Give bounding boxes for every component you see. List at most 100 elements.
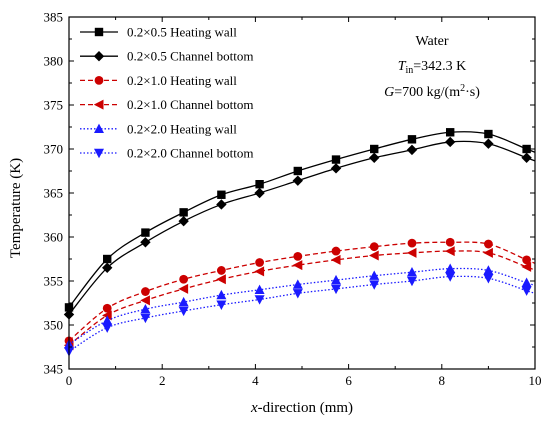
- data-point: [254, 295, 265, 305]
- y-tick-label: 385: [44, 10, 64, 25]
- data-point: [293, 251, 303, 261]
- data-point: [444, 246, 455, 257]
- data-point: [254, 187, 265, 199]
- legend-item: 0.2×1.0 Heating wall: [80, 73, 237, 88]
- data-point: [445, 263, 456, 273]
- data-point: [370, 144, 379, 154]
- data-point: [483, 274, 494, 284]
- legend-label: 0.2×0.5 Channel bottom: [127, 49, 254, 64]
- legend-marker: [94, 148, 104, 159]
- legend-marker: [94, 27, 104, 37]
- data-point: [255, 180, 264, 189]
- data-point: [406, 144, 418, 156]
- data-point: [178, 306, 189, 317]
- data-point: [141, 287, 150, 296]
- data-point: [216, 274, 226, 285]
- data-point: [521, 277, 532, 287]
- legend-item: 0.2×1.0 Channel bottom: [80, 97, 254, 112]
- series-line: [68, 275, 536, 352]
- data-point: [178, 215, 189, 227]
- series-line: [68, 267, 536, 345]
- data-point: [102, 310, 112, 321]
- data-point: [178, 283, 189, 294]
- data-point: [406, 276, 417, 287]
- data-point: [217, 190, 226, 199]
- data-point: [141, 228, 150, 237]
- y-axis-title: Temperature (K): [8, 158, 24, 258]
- legend-marker: [94, 76, 104, 85]
- data-point: [140, 313, 151, 324]
- data-point: [292, 260, 303, 271]
- data-point: [483, 265, 494, 275]
- legend-label: 0.2×1.0 Heating wall: [127, 73, 237, 88]
- data-point: [254, 284, 265, 294]
- data-point: [369, 152, 380, 163]
- data-point: [521, 286, 532, 296]
- data-point: [292, 279, 303, 289]
- data-point: [140, 295, 150, 306]
- legend: 0.2×0.5 Heating wall 0.2×0.5 Channel bott…: [80, 25, 254, 161]
- data-point: [293, 166, 303, 176]
- data-point: [102, 303, 112, 313]
- data-point: [331, 274, 342, 285]
- data-point: [140, 237, 151, 248]
- y-tick-label: 360: [44, 230, 64, 245]
- data-point: [179, 274, 189, 284]
- data-point: [140, 303, 151, 314]
- data-point: [292, 289, 303, 299]
- y-tick-label: 345: [44, 362, 64, 377]
- data-point: [521, 261, 532, 272]
- data-point: [444, 136, 456, 148]
- legend-marker: [93, 51, 105, 62]
- annotation-mass-flux: G=700 kg/(m2·s): [384, 83, 480, 100]
- data-point: [178, 296, 189, 307]
- data-point: [216, 289, 227, 300]
- series-2: [63, 136, 536, 320]
- x-axis-title: x-direction (mm): [250, 400, 353, 416]
- data-point: [484, 129, 493, 139]
- data-point: [255, 258, 264, 267]
- data-point: [522, 255, 532, 265]
- data-point: [406, 247, 417, 258]
- x-tick-label: 10: [529, 373, 542, 388]
- x-tick-label: 6: [345, 373, 352, 388]
- data-point: [407, 238, 417, 248]
- data-point: [445, 272, 456, 282]
- y-tick-label: 380: [44, 54, 64, 69]
- y-tick-label: 370: [44, 142, 64, 157]
- data-point: [331, 284, 342, 295]
- data-point: [445, 128, 455, 137]
- series-3: [64, 237, 536, 346]
- data-point: [407, 135, 417, 144]
- data-point: [369, 250, 379, 261]
- ticks-layer: 345 350 355 360 365 370 375 380 385 0 2 4 6 8 10: [44, 10, 542, 389]
- annotation-fluid: Water: [415, 34, 448, 49]
- data-point: [216, 199, 227, 210]
- legend-item: 0.2×2.0 Heating wall: [80, 121, 237, 136]
- y-tick-label: 365: [44, 186, 64, 201]
- data-point: [369, 242, 379, 252]
- legend-item: 0.2×0.5 Channel bottom: [80, 49, 254, 64]
- series-5: [64, 263, 536, 349]
- data-point: [292, 175, 304, 186]
- legend-item: 0.2×0.5 Heating wall: [80, 25, 237, 40]
- data-point: [216, 266, 226, 275]
- data-point: [330, 163, 342, 174]
- legend-label: 0.2×0.5 Heating wall: [127, 25, 237, 40]
- legend-label: 0.2×2.0 Heating wall: [127, 121, 237, 136]
- data-point: [522, 144, 531, 154]
- y-tick-label: 375: [44, 98, 64, 113]
- data-point: [483, 247, 493, 258]
- data-point: [445, 237, 455, 247]
- x-tick-label: 8: [439, 373, 446, 388]
- y-tick-label: 350: [44, 318, 64, 333]
- legend-marker: [94, 123, 104, 133]
- data-point: [254, 266, 265, 277]
- data-point: [369, 270, 380, 280]
- data-point: [216, 300, 227, 310]
- data-point: [369, 280, 380, 290]
- data-point: [406, 267, 417, 277]
- legend-label: 0.2×2.0 Channel bottom: [127, 146, 254, 161]
- x-tick-label: 4: [252, 373, 259, 388]
